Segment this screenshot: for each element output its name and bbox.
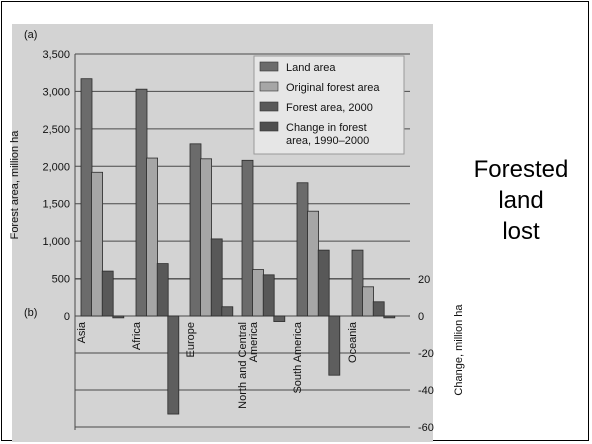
change-bar	[273, 315, 286, 322]
y-tick-label: 500	[52, 274, 70, 286]
bar	[146, 157, 159, 317]
bar	[80, 78, 93, 317]
y-tick-label: 2,500	[42, 124, 70, 136]
y-tick-label: 2,000	[42, 161, 70, 173]
bar	[351, 249, 364, 317]
bar	[101, 270, 114, 317]
legend-swatch	[259, 101, 279, 112]
y-tick-label: 0	[64, 311, 70, 323]
change-bar	[328, 315, 341, 376]
bar	[307, 210, 320, 317]
y-tick-label: 1,000	[42, 236, 70, 248]
legend-label: Original forest area	[286, 82, 380, 94]
bar	[241, 159, 254, 317]
bar	[189, 143, 202, 317]
y-axis-title: Forest area, million ha	[9, 130, 21, 240]
legend-swatch	[259, 61, 279, 72]
slide-title-line: land	[498, 187, 544, 214]
category-label: Asia	[76, 321, 88, 343]
y2-tick-label: -60	[418, 422, 434, 434]
change-bar	[167, 315, 180, 415]
bar	[210, 238, 223, 317]
bar	[362, 286, 375, 317]
change-bar	[383, 315, 396, 319]
legend-label: area, 1990–2000	[286, 135, 369, 147]
legend-label: Land area	[286, 62, 336, 74]
y2-tick-label: -20	[418, 348, 434, 360]
change-bar	[112, 315, 125, 319]
bar	[296, 182, 309, 317]
y2-tick-label: 20	[418, 274, 430, 286]
category-label: America	[248, 321, 260, 362]
category-label: South America	[292, 321, 304, 393]
legend-box	[253, 55, 405, 155]
bar	[317, 249, 330, 317]
slide-title-line: lost	[502, 218, 540, 245]
bar	[372, 301, 385, 317]
bar	[262, 274, 275, 317]
y2-tick-label: -40	[418, 385, 434, 397]
legend-label: Forest area, 2000	[286, 102, 373, 114]
y-tick-label: 3,000	[42, 86, 70, 98]
y-tick-label: 1,500	[42, 199, 70, 211]
legend-swatch	[259, 81, 279, 92]
slide-title: Forested land lost	[456, 154, 586, 247]
legend-swatch	[259, 121, 279, 132]
bar	[91, 171, 103, 317]
legend-label: Change in forest	[286, 122, 367, 134]
category-label: Oceania	[347, 321, 359, 363]
y2-axis-title: Change, million ha	[453, 304, 465, 396]
panel-label: (b)	[24, 307, 37, 319]
category-label: North and Central	[237, 322, 249, 409]
slide-title-line: Forested	[473, 156, 569, 183]
bar	[252, 269, 265, 317]
y-tick-label: 3,500	[42, 49, 70, 61]
bar	[200, 158, 213, 317]
bar	[156, 263, 169, 317]
y2-tick-label: 0	[418, 311, 424, 323]
bar	[135, 88, 148, 317]
category-label: Africa	[131, 321, 143, 350]
panel-label: (a)	[24, 29, 37, 41]
change-bar	[221, 306, 234, 317]
category-label: Europe	[185, 322, 197, 357]
